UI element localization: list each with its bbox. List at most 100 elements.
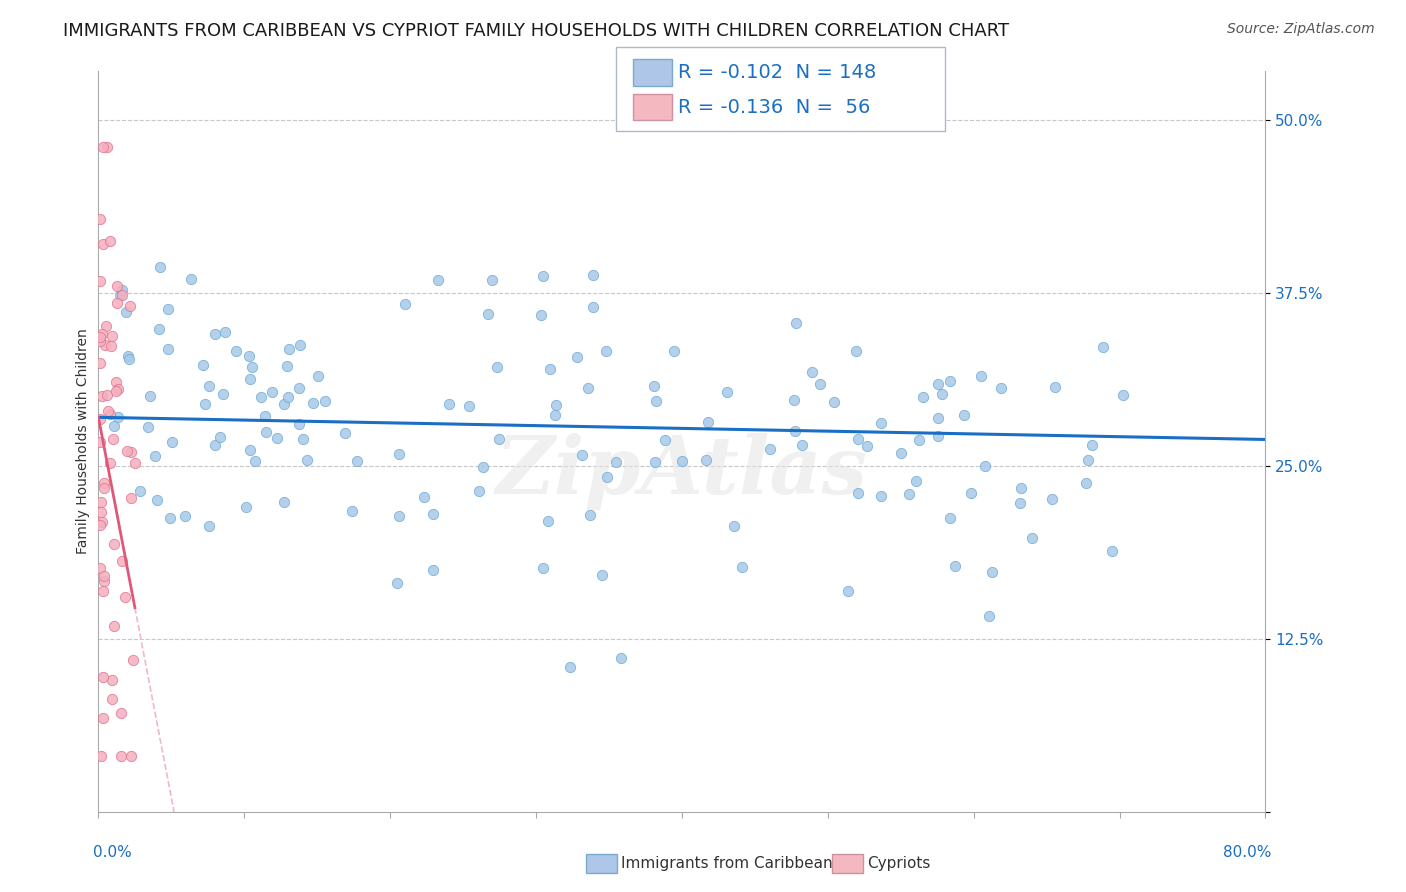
Point bbox=[103, 619, 125, 633]
Point bbox=[845, 344, 868, 359]
Point bbox=[100, 692, 122, 706]
Point bbox=[785, 424, 807, 438]
Point bbox=[346, 454, 368, 468]
Point bbox=[204, 438, 226, 452]
Point bbox=[488, 433, 510, 447]
Point bbox=[1112, 388, 1135, 402]
Point bbox=[531, 560, 554, 574]
Point bbox=[530, 308, 553, 322]
Point bbox=[938, 375, 960, 389]
Point bbox=[938, 511, 960, 525]
Point bbox=[422, 563, 444, 577]
Point bbox=[262, 384, 284, 399]
Point bbox=[333, 425, 356, 440]
Point bbox=[1021, 532, 1043, 546]
Point bbox=[89, 330, 111, 344]
Point bbox=[846, 432, 869, 446]
Point bbox=[596, 470, 619, 484]
Point bbox=[89, 356, 111, 370]
Point bbox=[156, 301, 179, 316]
Point bbox=[990, 382, 1012, 396]
Point bbox=[91, 670, 114, 684]
Point bbox=[695, 453, 717, 467]
Point bbox=[731, 560, 754, 574]
Point bbox=[122, 653, 145, 667]
Point bbox=[243, 454, 266, 468]
Point bbox=[149, 260, 172, 275]
Point bbox=[105, 279, 128, 293]
Point bbox=[98, 234, 121, 248]
Point bbox=[96, 140, 118, 154]
Point bbox=[91, 236, 114, 251]
Point bbox=[977, 609, 1000, 624]
Point bbox=[115, 305, 138, 319]
Text: R = -0.102  N = 148: R = -0.102 N = 148 bbox=[678, 62, 876, 82]
Point bbox=[1101, 544, 1123, 558]
Text: ZipAtlas: ZipAtlas bbox=[496, 433, 868, 510]
Point bbox=[91, 140, 114, 154]
Point bbox=[394, 297, 416, 311]
Point bbox=[560, 660, 582, 674]
Point bbox=[890, 445, 912, 459]
Point bbox=[93, 569, 115, 583]
Point bbox=[89, 274, 111, 288]
Point bbox=[197, 378, 219, 392]
Point bbox=[90, 749, 112, 764]
Point bbox=[93, 574, 115, 589]
Point bbox=[952, 408, 974, 422]
Point bbox=[295, 453, 318, 467]
Point bbox=[645, 393, 668, 408]
Point bbox=[605, 455, 627, 469]
Point bbox=[898, 487, 921, 501]
Point bbox=[120, 491, 142, 505]
Point bbox=[571, 448, 593, 462]
Point bbox=[91, 516, 114, 530]
Point bbox=[240, 359, 263, 374]
Point bbox=[101, 329, 124, 343]
Point bbox=[904, 474, 927, 488]
Point bbox=[110, 749, 132, 764]
Point bbox=[578, 381, 600, 395]
Point bbox=[912, 390, 935, 404]
Point bbox=[808, 377, 831, 392]
Point bbox=[785, 316, 807, 330]
Point bbox=[238, 349, 260, 363]
Point bbox=[697, 415, 720, 429]
Point bbox=[582, 300, 605, 314]
Point bbox=[467, 484, 489, 499]
Point bbox=[544, 398, 567, 412]
Point bbox=[194, 396, 217, 410]
Point bbox=[93, 481, 115, 495]
Point bbox=[93, 475, 115, 490]
Point bbox=[110, 288, 132, 302]
Point bbox=[869, 416, 891, 430]
Point bbox=[591, 568, 613, 582]
Point bbox=[1010, 481, 1032, 495]
Point bbox=[208, 430, 231, 444]
Point bbox=[96, 387, 118, 401]
Point bbox=[91, 710, 114, 724]
Point bbox=[292, 432, 315, 446]
Point bbox=[124, 456, 146, 470]
Point bbox=[790, 438, 813, 452]
Text: Source: ZipAtlas.com: Source: ZipAtlas.com bbox=[1227, 22, 1375, 37]
Text: R = -0.136  N =  56: R = -0.136 N = 56 bbox=[678, 97, 870, 117]
Point bbox=[973, 458, 995, 473]
Point bbox=[159, 511, 181, 525]
Point bbox=[870, 489, 893, 503]
Point bbox=[856, 439, 879, 453]
Point bbox=[927, 410, 949, 425]
Point bbox=[235, 500, 257, 515]
Point bbox=[111, 554, 134, 568]
Text: 0.0%: 0.0% bbox=[93, 845, 131, 860]
Point bbox=[537, 514, 560, 528]
Point bbox=[105, 296, 128, 310]
Point bbox=[239, 372, 262, 386]
Text: IMMIGRANTS FROM CARIBBEAN VS CYPRIOT FAMILY HOUSEHOLDS WITH CHILDREN CORRELATION: IMMIGRANTS FROM CARIBBEAN VS CYPRIOT FAM… bbox=[63, 22, 1010, 40]
Point bbox=[595, 343, 617, 358]
Point bbox=[823, 394, 845, 409]
Text: 80.0%: 80.0% bbox=[1223, 845, 1271, 860]
Point bbox=[197, 519, 219, 533]
Point bbox=[287, 417, 309, 431]
Point bbox=[540, 362, 562, 376]
